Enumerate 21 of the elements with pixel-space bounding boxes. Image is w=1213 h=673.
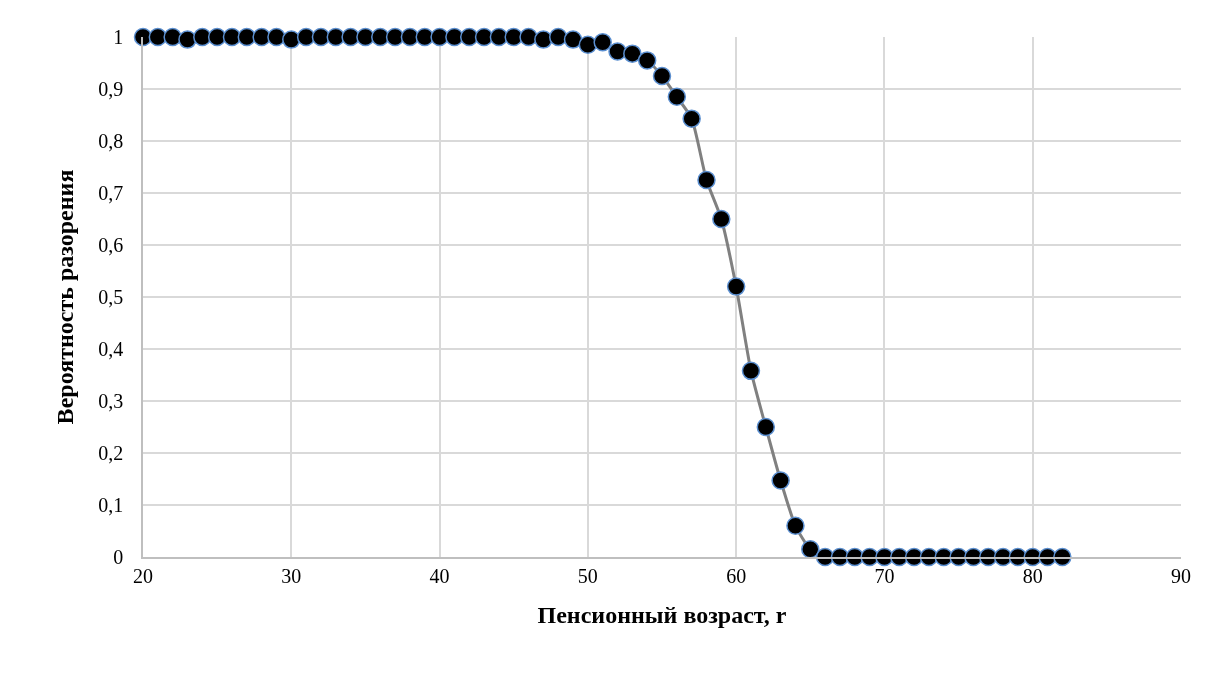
x-axis-title: Пенсионный возраст, r	[537, 601, 787, 628]
y-tick-label: 0,6	[98, 234, 124, 256]
y-tick-label: 0,7	[98, 182, 124, 204]
x-tick-label: 30	[281, 564, 302, 587]
y-tick-label: 0,4	[98, 338, 124, 360]
x-tick-label: 20	[133, 564, 153, 587]
x-tick-label: 40	[429, 564, 450, 587]
y-axis-title: Вероятность разорения	[51, 169, 78, 425]
x-tick-label: 80	[1022, 564, 1043, 587]
y-tick-label: 0,8	[98, 130, 124, 152]
x-tick-label: 60	[726, 564, 747, 587]
x-tick-label: 90	[1171, 564, 1191, 587]
y-tick-label: 1	[113, 26, 124, 48]
y-tick-label: 0,3	[98, 390, 124, 412]
y-tick-label: 0,1	[98, 494, 124, 516]
y-tick-label: 0	[113, 546, 124, 568]
y-tick-label: 0,2	[98, 442, 124, 464]
y-tick-label: 0,9	[98, 78, 124, 100]
x-tick-label: 70	[874, 564, 895, 587]
y-tick-label: 0,5	[98, 286, 124, 308]
x-tick-label: 50	[577, 564, 598, 587]
